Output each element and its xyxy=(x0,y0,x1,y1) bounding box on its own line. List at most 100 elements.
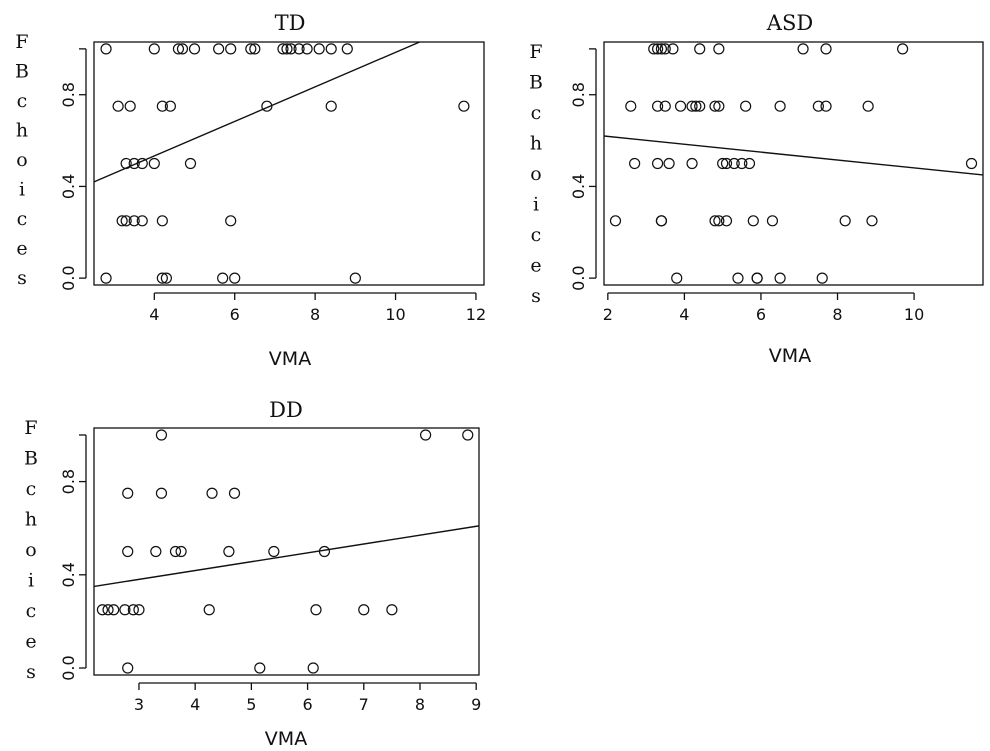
data-point xyxy=(108,604,120,616)
data-point xyxy=(648,43,660,55)
x-tick-label: 10 xyxy=(385,305,405,324)
data-point xyxy=(285,43,297,55)
x-tick-label: 8 xyxy=(415,695,425,714)
data-point xyxy=(659,100,671,112)
data-point xyxy=(217,272,229,284)
data-point xyxy=(310,604,322,616)
data-point xyxy=(203,604,215,616)
data-point xyxy=(100,43,112,55)
data-point xyxy=(122,662,134,674)
y-tick-label: 0.0 xyxy=(59,655,78,680)
data-point xyxy=(313,43,325,55)
y-axis-label-letter: s xyxy=(26,661,36,683)
panel-title: DD xyxy=(269,398,303,422)
x-tick-label: 6 xyxy=(302,695,312,714)
data-point xyxy=(651,43,664,55)
data-point xyxy=(136,157,148,170)
data-point xyxy=(812,100,824,112)
data-point xyxy=(229,272,241,284)
data-point xyxy=(325,100,337,112)
regression-line xyxy=(94,525,479,588)
y-tick-label: 0.4 xyxy=(59,562,78,587)
x-tick-label: 12 xyxy=(466,305,486,324)
x-tick-label: 4 xyxy=(149,305,159,324)
data-point xyxy=(820,100,832,112)
data-point xyxy=(156,215,168,227)
data-point xyxy=(225,215,237,227)
y-axis-label-letter: i xyxy=(28,570,34,592)
data-point xyxy=(720,157,733,170)
data-point xyxy=(774,100,786,112)
y-axis-label-letter: B xyxy=(15,61,29,83)
data-point xyxy=(651,100,664,112)
data-point xyxy=(659,43,671,55)
data-point xyxy=(293,43,305,55)
data-point xyxy=(341,43,353,55)
data-point xyxy=(325,43,337,55)
data-point xyxy=(629,157,641,170)
data-point xyxy=(184,157,197,170)
data-point xyxy=(686,157,698,170)
data-point xyxy=(128,215,140,227)
data-point xyxy=(188,43,201,55)
data-point xyxy=(816,272,828,284)
data-point xyxy=(96,604,109,616)
y-tick-label: 0.4 xyxy=(59,174,78,199)
data-point xyxy=(651,157,664,170)
plot-frame xyxy=(93,427,480,676)
y-axis-label-letter: c xyxy=(17,90,28,112)
panel-title: ASD xyxy=(766,11,813,35)
x-tick-label: 4 xyxy=(679,305,689,324)
y-axis-label-letter: c xyxy=(26,478,37,500)
y-axis-label-letter: o xyxy=(25,539,36,561)
y-axis-label-letter: c xyxy=(531,102,542,124)
data-point xyxy=(150,545,162,558)
data-point xyxy=(420,429,432,441)
data-point xyxy=(713,215,725,227)
data-point xyxy=(897,43,909,55)
data-point xyxy=(156,272,168,284)
data-point xyxy=(820,43,832,55)
plot-frame xyxy=(93,41,485,286)
data-point xyxy=(301,43,313,55)
data-point xyxy=(155,429,168,441)
data-point xyxy=(386,604,398,616)
data-point xyxy=(462,429,474,441)
data-point xyxy=(127,604,139,616)
data-point xyxy=(213,43,225,55)
data-point xyxy=(609,215,622,227)
y-tick-label: 0.0 xyxy=(59,265,78,290)
data-point xyxy=(774,272,786,284)
x-tick-label: 10 xyxy=(904,305,924,324)
data-point xyxy=(249,43,261,55)
y-tick-label: 0.8 xyxy=(59,469,78,494)
y-tick-label: 0.0 xyxy=(569,265,588,290)
y-axis-label-letter: h xyxy=(16,120,28,142)
data-point xyxy=(169,545,182,558)
data-point xyxy=(100,272,112,284)
y-tick-label: 0.4 xyxy=(569,174,588,199)
data-point xyxy=(318,545,331,558)
data-point xyxy=(797,43,809,55)
y-axis-label-letter: s xyxy=(17,267,27,289)
x-tick-label: 8 xyxy=(310,305,320,324)
data-point xyxy=(667,43,679,55)
data-point xyxy=(160,272,172,284)
data-point xyxy=(102,604,114,616)
plot-frame xyxy=(603,41,984,286)
data-point xyxy=(119,604,131,616)
x-axis-label: VMA xyxy=(769,345,811,367)
data-point xyxy=(736,157,748,170)
x-tick-label: 6 xyxy=(756,305,766,324)
data-point xyxy=(156,100,168,112)
x-tick-label: 4 xyxy=(190,695,200,714)
data-point xyxy=(122,545,134,558)
data-point xyxy=(277,43,289,55)
data-point xyxy=(124,100,136,112)
data-point xyxy=(839,215,851,227)
data-point xyxy=(663,157,675,170)
data-point xyxy=(155,487,168,499)
